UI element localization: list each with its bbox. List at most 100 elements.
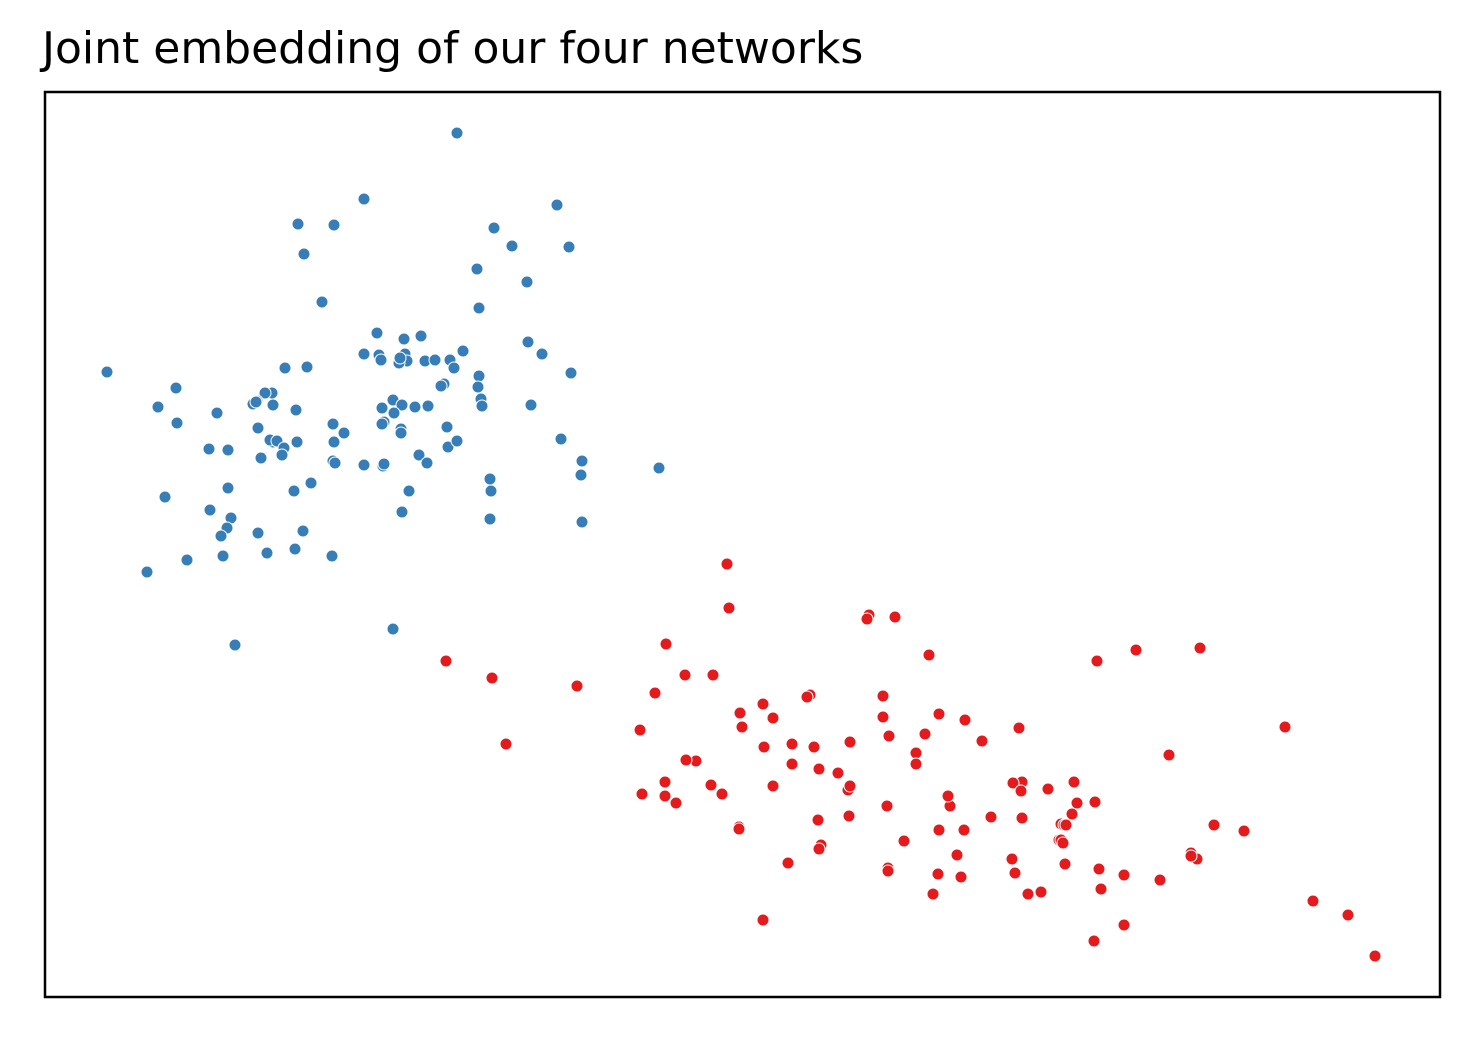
data-point <box>888 610 902 624</box>
data-point <box>781 856 795 870</box>
data-point <box>485 671 499 685</box>
data-point <box>296 524 310 538</box>
data-point <box>327 435 341 449</box>
data-point <box>1087 934 1101 948</box>
data-point <box>648 686 662 700</box>
data-point <box>1117 868 1131 882</box>
data-point <box>842 809 856 823</box>
data-point <box>440 420 454 434</box>
data-point <box>420 456 434 470</box>
data-point <box>447 361 461 375</box>
data-point <box>397 332 411 346</box>
data-point <box>535 347 549 361</box>
data-point <box>843 735 857 749</box>
data-point <box>1006 776 1020 790</box>
data-point <box>652 461 666 475</box>
data-point <box>450 126 464 140</box>
data-point <box>439 654 453 668</box>
data-point <box>216 549 230 563</box>
data-point <box>266 398 280 412</box>
data-point <box>785 737 799 751</box>
data-point <box>297 247 311 261</box>
data-point <box>659 637 673 651</box>
data-point <box>954 870 968 884</box>
data-point <box>678 668 692 682</box>
data-point <box>766 779 780 793</box>
data-point <box>1015 811 1029 825</box>
data-point <box>735 720 749 734</box>
data-point <box>251 526 265 540</box>
data-point <box>880 799 894 813</box>
data-point <box>554 432 568 446</box>
data-point <box>1065 807 1079 821</box>
data-point <box>483 512 497 526</box>
data-point <box>574 468 588 482</box>
data-point <box>756 697 770 711</box>
data-point <box>881 864 895 878</box>
data-point <box>475 399 489 413</box>
data-point <box>249 395 263 409</box>
data-point <box>812 762 826 776</box>
data-point <box>450 434 464 448</box>
data-point <box>1014 784 1028 798</box>
chart-title: Joint embedding of our four networks <box>42 23 864 74</box>
data-point <box>278 361 292 375</box>
data-point <box>203 503 217 517</box>
data-point <box>1184 849 1198 863</box>
data-point <box>800 690 814 704</box>
data-point <box>1012 721 1026 735</box>
data-point <box>291 217 305 231</box>
data-point <box>766 711 780 725</box>
data-point <box>180 553 194 567</box>
plot-frame <box>43 90 1442 999</box>
data-point <box>521 335 535 349</box>
data-point <box>484 484 498 498</box>
data-point <box>918 727 932 741</box>
data-point <box>471 380 485 394</box>
series-1-points <box>439 557 1382 963</box>
data-point <box>326 417 340 431</box>
data-point <box>275 448 289 462</box>
data-point <box>315 295 329 309</box>
data-point <box>524 398 538 412</box>
data-point <box>327 218 341 232</box>
data-point <box>831 766 845 780</box>
data-point <box>1008 866 1022 880</box>
data-point <box>1005 852 1019 866</box>
data-point <box>1070 796 1084 810</box>
data-point <box>325 549 339 563</box>
data-point <box>1117 918 1131 932</box>
data-point <box>387 406 401 420</box>
data-point <box>375 417 389 431</box>
data-point <box>228 638 242 652</box>
data-point <box>1193 641 1207 655</box>
data-point <box>570 679 584 693</box>
data-point <box>757 740 771 754</box>
data-point <box>221 481 235 495</box>
data-point <box>812 842 826 856</box>
data-point <box>562 240 576 254</box>
data-point <box>421 399 435 413</box>
data-point <box>375 401 389 415</box>
data-point <box>756 913 770 927</box>
data-point <box>434 379 448 393</box>
data-point <box>441 440 455 454</box>
data-point <box>1162 748 1176 762</box>
data-point <box>202 442 216 456</box>
data-point <box>412 448 426 462</box>
data-point <box>258 386 272 400</box>
data-point <box>1237 824 1251 838</box>
data-point <box>428 353 442 367</box>
data-point <box>876 689 890 703</box>
data-point <box>733 706 747 720</box>
data-point <box>785 757 799 771</box>
data-point <box>386 622 400 636</box>
data-point <box>100 365 114 379</box>
data-point <box>1306 894 1320 908</box>
data-point <box>337 426 351 440</box>
data-point <box>669 796 683 810</box>
data-point <box>483 472 497 486</box>
data-point <box>499 737 513 751</box>
data-point <box>1092 862 1106 876</box>
